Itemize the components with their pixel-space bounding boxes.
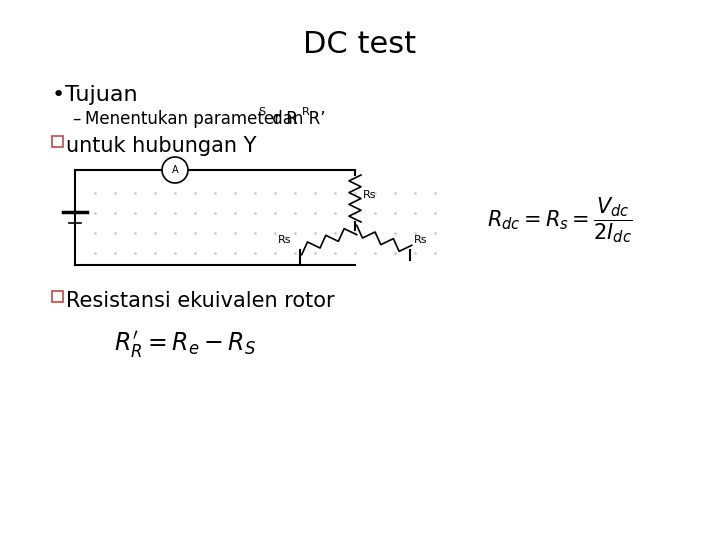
Circle shape (162, 157, 188, 183)
Text: Tujuan: Tujuan (65, 85, 138, 105)
Text: R: R (302, 107, 310, 117)
Text: Resistansi ekuivalen rotor: Resistansi ekuivalen rotor (66, 291, 335, 311)
Bar (52, 291, 63, 302)
Bar (52, 136, 63, 147)
Text: Menentukan parameter R: Menentukan parameter R (85, 110, 298, 128)
Text: $R_{dc} = R_s = \dfrac{V_{dc}}{2I_{dc}}$: $R_{dc} = R_s = \dfrac{V_{dc}}{2I_{dc}}$ (487, 195, 633, 245)
Text: untuk hubungan Y: untuk hubungan Y (66, 136, 256, 156)
Text: –: – (72, 110, 81, 128)
Text: A: A (171, 165, 179, 175)
Text: •: • (52, 85, 66, 105)
Text: S: S (258, 107, 265, 117)
Text: dan R’: dan R’ (267, 110, 325, 128)
Text: Rs: Rs (363, 190, 377, 200)
Text: $R^{\prime}_R = R_e - R_S$: $R^{\prime}_R = R_e - R_S$ (114, 329, 256, 360)
Text: Rs: Rs (414, 235, 428, 245)
Text: DC test: DC test (303, 30, 417, 59)
Text: Rs: Rs (278, 235, 292, 245)
